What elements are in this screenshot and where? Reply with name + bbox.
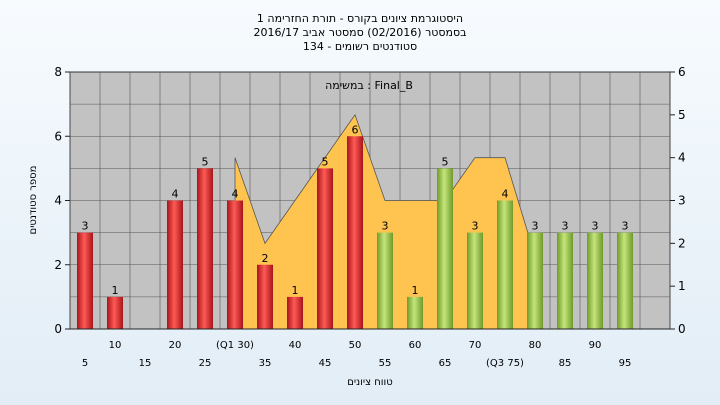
x-tick-label-lower: 5 xyxy=(82,358,88,369)
y-tick-label: 6 xyxy=(54,129,62,143)
bar xyxy=(257,264,273,329)
y-tick-label: 2 xyxy=(54,258,62,272)
y2-tick-label: 0 xyxy=(678,322,686,336)
chart-title-line-2: בסמסטר (02/2016) סמסטר אביב 2016/17 xyxy=(253,26,466,39)
x-tick-label-lower: 55 xyxy=(379,358,392,369)
bar-value-label: 4 xyxy=(502,188,509,201)
chart-title-block: היסטוגרמת ציונים בקורס - תורת החזרימה 1 … xyxy=(253,12,466,53)
bar-value-label: 3 xyxy=(532,220,539,233)
x-tick-label-upper: 20 xyxy=(169,340,182,351)
bar xyxy=(227,200,243,329)
bar xyxy=(437,168,453,329)
inner-chart-title: במשימה : Final_B xyxy=(325,79,413,92)
bar-value-label: 3 xyxy=(622,220,629,233)
bar xyxy=(167,200,183,329)
bar-value-label: 5 xyxy=(322,155,329,168)
bar xyxy=(107,296,123,329)
x-tick-label-upper: 10 xyxy=(109,340,122,351)
data-label-layer: 3 1 4 5 4 2 1 5 6 3 1 5 3 4 3 3 3 3 xyxy=(82,123,629,297)
y-tick-label: 8 xyxy=(54,65,62,79)
x-tick-label-lower: 35 xyxy=(259,358,272,369)
y-tick-label: 4 xyxy=(54,194,62,208)
bar xyxy=(557,232,573,329)
x-tick-label-lower: 65 xyxy=(439,358,452,369)
bar xyxy=(587,232,603,329)
bar xyxy=(347,136,363,329)
x-tick-label-upper: 70 xyxy=(469,340,482,351)
chart-title-line-1: היסטוגרמת ציונים בקורס - תורת החזרימה 1 xyxy=(257,12,463,25)
bar-value-label: 3 xyxy=(592,220,599,233)
y2-tick-label: 5 xyxy=(678,108,686,122)
x-tick-label-upper: 50 xyxy=(349,340,362,351)
bar xyxy=(197,168,213,329)
x-tick-label-upper: 60 xyxy=(409,340,422,351)
bar-value-label: 6 xyxy=(352,123,359,136)
bar-value-label: 3 xyxy=(382,220,389,233)
bar xyxy=(497,200,513,329)
x-axis-label: טווח ציונים xyxy=(347,377,392,388)
bar-value-label: 1 xyxy=(292,284,299,297)
bar xyxy=(407,296,423,329)
bar-value-label: 1 xyxy=(412,284,419,297)
bar-series xyxy=(77,136,633,329)
bar-value-label: 5 xyxy=(442,155,449,168)
bar-value-label: 3 xyxy=(562,220,569,233)
bar-value-label: 3 xyxy=(472,220,479,233)
x-tick-label-upper: 90 xyxy=(589,340,602,351)
x-tick-label-lower: 25 xyxy=(199,358,212,369)
y2-tick-label: 2 xyxy=(678,236,686,250)
bar xyxy=(287,296,303,329)
bar-value-label: 2 xyxy=(262,252,269,265)
bar xyxy=(617,232,633,329)
bar xyxy=(317,168,333,329)
bar-value-label: 1 xyxy=(112,284,119,297)
x-tick-label-upper: 80 xyxy=(529,340,542,351)
y2-axis-ticks: 0 1 2 3 4 5 6 xyxy=(670,65,686,336)
x-tick-label-lower: 45 xyxy=(319,358,332,369)
y-axis-label: מספר סטודנטים xyxy=(28,166,39,235)
x-tick-label-lower: 95 xyxy=(619,358,632,369)
x-tick-label-upper: (Q1 30) xyxy=(216,340,254,351)
y-tick-label: 0 xyxy=(54,322,62,336)
bar xyxy=(467,232,483,329)
bar-value-label: 3 xyxy=(82,220,89,233)
bar-value-label: 5 xyxy=(202,155,209,168)
y2-tick-label: 6 xyxy=(678,65,686,79)
bar xyxy=(377,232,393,329)
bar xyxy=(77,232,93,329)
x-axis-ticks: 5 15 25 35 45 55 65 (Q3 75) 85 95 10 20 (Q1 30) 40 50 6… xyxy=(82,340,632,369)
chart-title-line-3: סטודנטים רשומים - 134 xyxy=(303,40,417,53)
x-tick-label-lower: 15 xyxy=(139,358,152,369)
x-tick-label-lower: (Q3 75) xyxy=(486,358,524,369)
y2-tick-label: 3 xyxy=(678,194,686,208)
x-tick-label-lower: 85 xyxy=(559,358,572,369)
bar-value-label: 4 xyxy=(172,188,179,201)
y2-tick-label: 4 xyxy=(678,151,686,165)
y2-tick-label: 1 xyxy=(678,279,686,293)
x-tick-label-upper: 40 xyxy=(289,340,302,351)
bar-value-label: 4 xyxy=(232,188,239,201)
y-axis-ticks: 0 2 4 6 8 xyxy=(54,65,70,336)
bar xyxy=(527,232,543,329)
